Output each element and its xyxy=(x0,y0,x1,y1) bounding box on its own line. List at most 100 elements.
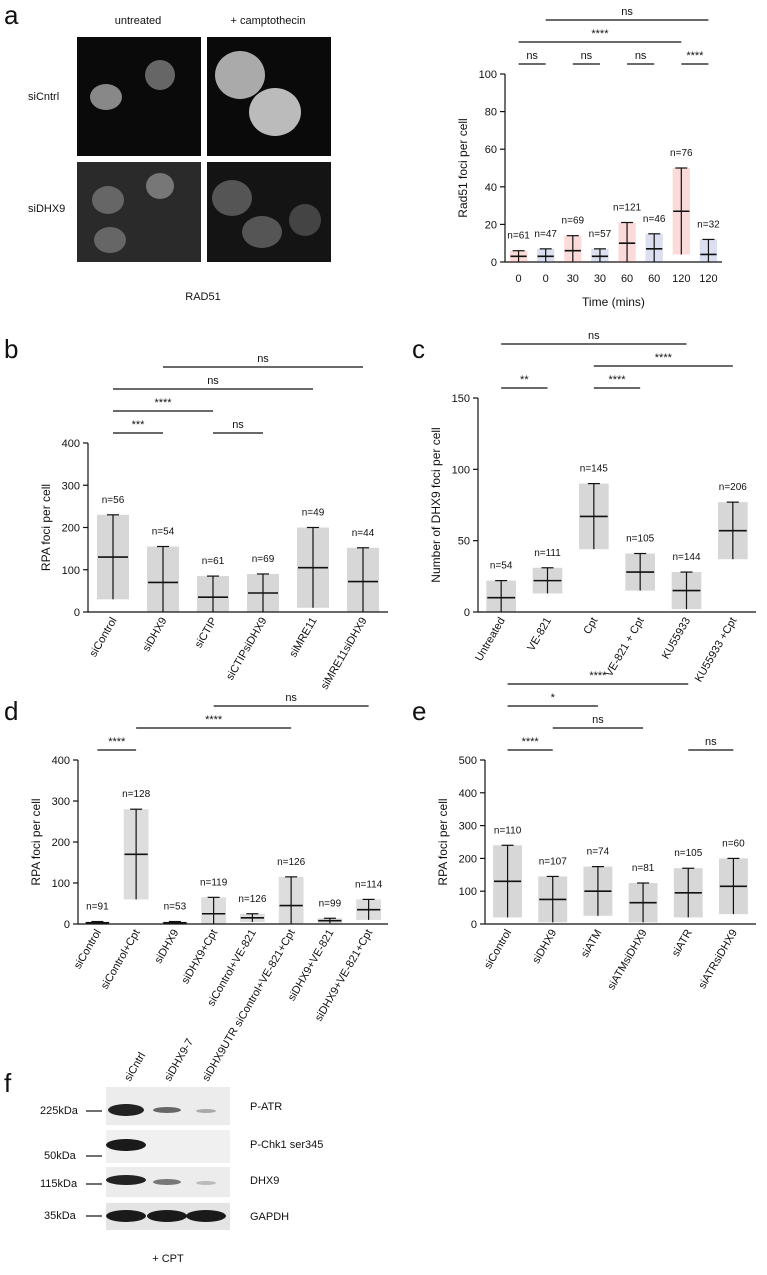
protein-label: GAPDH xyxy=(250,1211,289,1223)
nucleus xyxy=(249,88,301,136)
y-tick-label: 100 xyxy=(62,565,80,577)
nucleus xyxy=(289,204,321,236)
y-tick-label: 400 xyxy=(459,788,477,800)
n-label: n=56 xyxy=(102,495,125,506)
x-tick-label: KU55933 xyxy=(660,616,693,662)
n-label: n=32 xyxy=(697,219,720,230)
y-tick-label: 60 xyxy=(485,144,497,156)
panel-label: a xyxy=(4,0,19,30)
lane-label: siDHX9-7 xyxy=(162,1037,196,1084)
lane-label: siDHX9UTR xyxy=(200,1026,240,1084)
x-tick-label: Cpt xyxy=(581,616,600,637)
significance-label: ns xyxy=(207,375,219,387)
protein-label: P-ATR xyxy=(250,1101,282,1113)
band xyxy=(153,1107,181,1113)
y-tick-label: 0 xyxy=(74,607,80,619)
y-tick-label: 0 xyxy=(491,257,497,269)
x-tick-label: 120 xyxy=(672,273,690,285)
n-label: n=47 xyxy=(534,229,557,240)
x-tick-label: siDHX9 xyxy=(530,928,559,966)
caption: RAD51 xyxy=(185,291,220,303)
significance-label: ns xyxy=(581,50,593,62)
significance-label: **** xyxy=(154,397,172,409)
n-label: n=57 xyxy=(589,229,612,240)
x-tick-label: siDHX9 xyxy=(152,928,181,966)
panel-label: e xyxy=(412,696,426,726)
significance-label: **** xyxy=(591,28,609,40)
y-tick-label: 50 xyxy=(458,536,470,548)
n-label: n=46 xyxy=(643,214,666,225)
nucleus xyxy=(92,186,124,214)
x-tick-label: 0 xyxy=(543,273,549,285)
significance-label: *** xyxy=(132,419,146,431)
x-tick-label: siControl xyxy=(72,928,104,972)
n-label: n=81 xyxy=(632,863,655,874)
x-tick-label: KU55933 +Cpt xyxy=(693,616,740,685)
band xyxy=(147,1210,187,1222)
significance-label: ns xyxy=(635,50,647,62)
x-tick-label: VE-821 xyxy=(525,616,554,654)
microscopy: untreated + camptothecin siCntrl siDHX9 … xyxy=(28,15,331,303)
significance-label: **** xyxy=(205,714,223,726)
y-tick-label: 300 xyxy=(459,821,477,833)
band xyxy=(196,1181,216,1185)
protein-label: P-Chk1 ser345 xyxy=(250,1139,323,1151)
n-label: n=99 xyxy=(319,898,342,909)
n-label: n=61 xyxy=(202,556,225,567)
marker-label: 225kDa xyxy=(40,1105,79,1117)
significance-label: **** xyxy=(608,374,626,386)
x-tick-label: 30 xyxy=(567,273,579,285)
y-tick-label: 80 xyxy=(485,107,497,119)
n-label: n=206 xyxy=(719,482,748,493)
n-label: n=110 xyxy=(494,825,522,836)
n-label: n=107 xyxy=(539,856,568,867)
x-tick-label: siMRE11siDHX9 xyxy=(319,616,370,692)
x-tick-label: siControl xyxy=(482,928,514,972)
nucleus xyxy=(212,180,252,216)
y-tick-label: 0 xyxy=(64,919,70,931)
image xyxy=(77,162,201,262)
nucleus xyxy=(215,51,265,99)
x-tick-label: siDHX9+Cpt xyxy=(179,928,220,987)
n-label: n=105 xyxy=(626,534,655,545)
y-tick-label: 300 xyxy=(52,796,70,808)
y-tick-label: 100 xyxy=(52,878,70,890)
significance-label: **** xyxy=(108,736,126,748)
nucleus xyxy=(242,216,282,248)
n-label: n=54 xyxy=(152,527,175,538)
column-label: untreated xyxy=(115,15,161,27)
n-label: n=49 xyxy=(302,508,325,519)
panel-label: f xyxy=(4,1068,12,1098)
y-tick-label: 200 xyxy=(52,837,70,849)
y-axis-label: Rad51 foci per cell xyxy=(456,118,470,217)
marker-label: 115kDa xyxy=(40,1178,78,1190)
panel-label: b xyxy=(4,334,18,364)
y-tick-label: 200 xyxy=(62,523,80,535)
y-tick-label: 0 xyxy=(464,607,470,619)
panel-label: d xyxy=(4,696,18,726)
marker-label: 50kDa xyxy=(44,1150,77,1162)
significance-label: ns xyxy=(592,714,604,726)
y-tick-label: 20 xyxy=(485,219,497,231)
nucleus xyxy=(145,60,175,90)
significance-label: **** xyxy=(655,352,673,364)
n-label: n=121 xyxy=(613,203,642,214)
significance-label: ns xyxy=(285,692,297,704)
western-blot: siCntrl siDHX9-7 siDHX9UTR 225kDa 50kDa … xyxy=(40,1026,323,1265)
x-tick-label: siATR xyxy=(670,927,695,958)
band xyxy=(186,1210,226,1222)
x-tick-label: siATMsiDHX9 xyxy=(605,928,649,993)
n-label: n=74 xyxy=(587,847,610,858)
significance-label: **** xyxy=(686,50,704,62)
y-tick-label: 40 xyxy=(485,182,497,194)
significance-label: ** xyxy=(520,374,529,386)
band xyxy=(106,1139,146,1151)
row-label: siDHX9 xyxy=(28,203,65,215)
n-label: n=60 xyxy=(722,838,745,849)
y-tick-label: 200 xyxy=(459,853,477,865)
treatment-label: + CPT xyxy=(152,1253,184,1265)
x-tick-label: siControl xyxy=(88,616,120,660)
n-label: n=69 xyxy=(562,216,585,227)
n-label: n=53 xyxy=(164,902,187,913)
